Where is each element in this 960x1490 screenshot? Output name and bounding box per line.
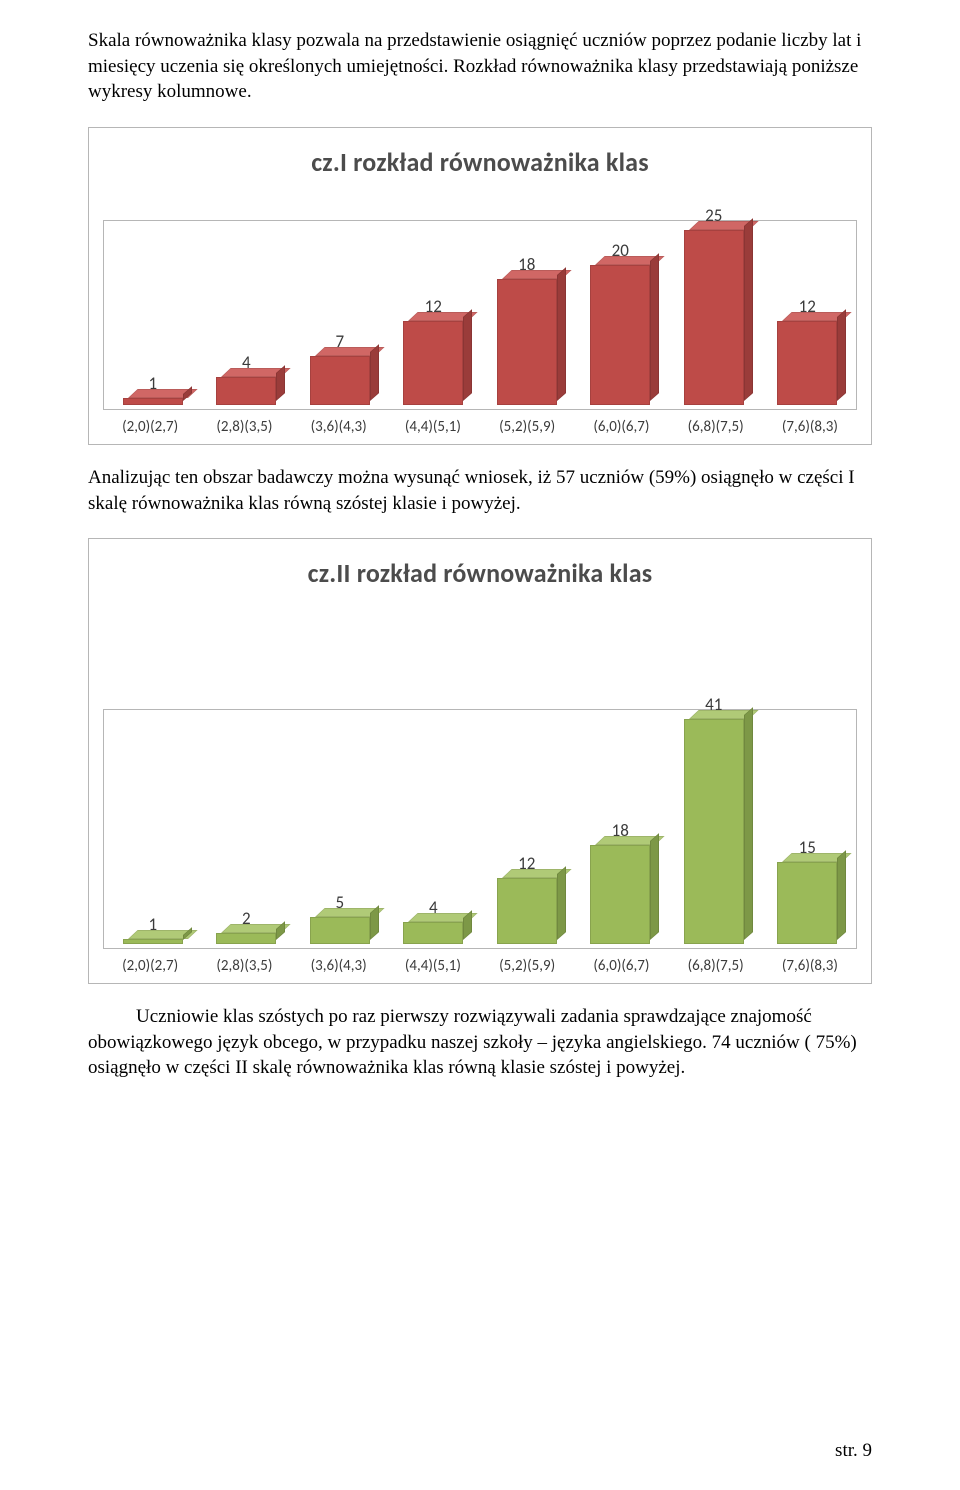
category-label: (6,8)(7,5) (669, 418, 763, 436)
end-paragraph: Uczniowie klas szóstych po raz pierwszy … (88, 1004, 872, 1081)
category-label: (2,8)(3,5) (197, 418, 291, 436)
category-label: (7,6)(8,3) (763, 957, 857, 975)
bar (590, 265, 650, 405)
bar-column: 4 (202, 352, 292, 405)
category-label: (2,0)(2,7) (103, 957, 197, 975)
bar-column: 12 (763, 296, 853, 405)
bar (310, 356, 370, 405)
bar (684, 230, 744, 405)
bar-column: 5 (295, 892, 385, 944)
bar-column: 15 (763, 837, 853, 944)
bar-column: 1 (108, 914, 198, 944)
category-label: (2,8)(3,5) (197, 957, 291, 975)
bar-column: 7 (295, 331, 385, 405)
category-label: (5,2)(5,9) (480, 418, 574, 436)
chart2-plot-area: 125412184115 (103, 709, 857, 949)
bar (310, 917, 370, 944)
category-label: (4,4)(5,1) (386, 957, 480, 975)
bar (497, 878, 557, 944)
category-label: (5,2)(5,9) (480, 957, 574, 975)
bar-column: 1 (108, 373, 198, 405)
bar (216, 933, 276, 944)
bar (123, 398, 183, 405)
bar-column: 2 (202, 908, 292, 944)
middle-paragraph: Analizując ten obszar badawczy można wys… (88, 465, 872, 516)
bar-column: 12 (482, 853, 572, 944)
bar (403, 922, 463, 944)
bar-column: 25 (669, 205, 759, 405)
bar (590, 845, 650, 944)
chart1-axis-labels: (2,0)(2,7)(2,8)(3,5)(3,6)(4,3)(4,4)(5,1)… (103, 418, 857, 436)
bar (403, 321, 463, 405)
bar-column: 18 (576, 820, 666, 944)
bar (216, 377, 276, 405)
bar-column: 18 (482, 254, 572, 405)
category-label: (6,0)(6,7) (574, 418, 668, 436)
category-label: (6,8)(7,5) (669, 957, 763, 975)
category-label: (2,0)(2,7) (103, 418, 197, 436)
bar-column: 4 (389, 897, 479, 944)
chart2-title: cz.II rozkład równoważnika klas (103, 557, 857, 589)
bar-column: 20 (576, 240, 666, 405)
category-label: (3,6)(4,3) (292, 418, 386, 436)
bar-column: 41 (669, 694, 759, 944)
chart1-plot-area: 1471218202512 (103, 220, 857, 410)
chart2-container: cz.II rozkład równoważnika klas 12541218… (88, 538, 872, 984)
chart1-title: cz.I rozkład równoważnika klas (103, 146, 857, 178)
bar (777, 862, 837, 944)
bar (123, 939, 183, 944)
category-label: (3,6)(4,3) (292, 957, 386, 975)
bar (777, 321, 837, 405)
chart2-axis-labels: (2,0)(2,7)(2,8)(3,5)(3,6)(4,3)(4,4)(5,1)… (103, 957, 857, 975)
page-footer: str. 9 (835, 1440, 872, 1462)
category-label: (6,0)(6,7) (574, 957, 668, 975)
category-label: (4,4)(5,1) (386, 418, 480, 436)
bar (497, 279, 557, 405)
intro-paragraph: Skala równoważnika klasy pozwala na prze… (88, 28, 872, 105)
category-label: (7,6)(8,3) (763, 418, 857, 436)
bar (684, 719, 744, 944)
chart1-container: cz.I rozkład równoważnika klas 147121820… (88, 127, 872, 445)
bar-column: 12 (389, 296, 479, 405)
